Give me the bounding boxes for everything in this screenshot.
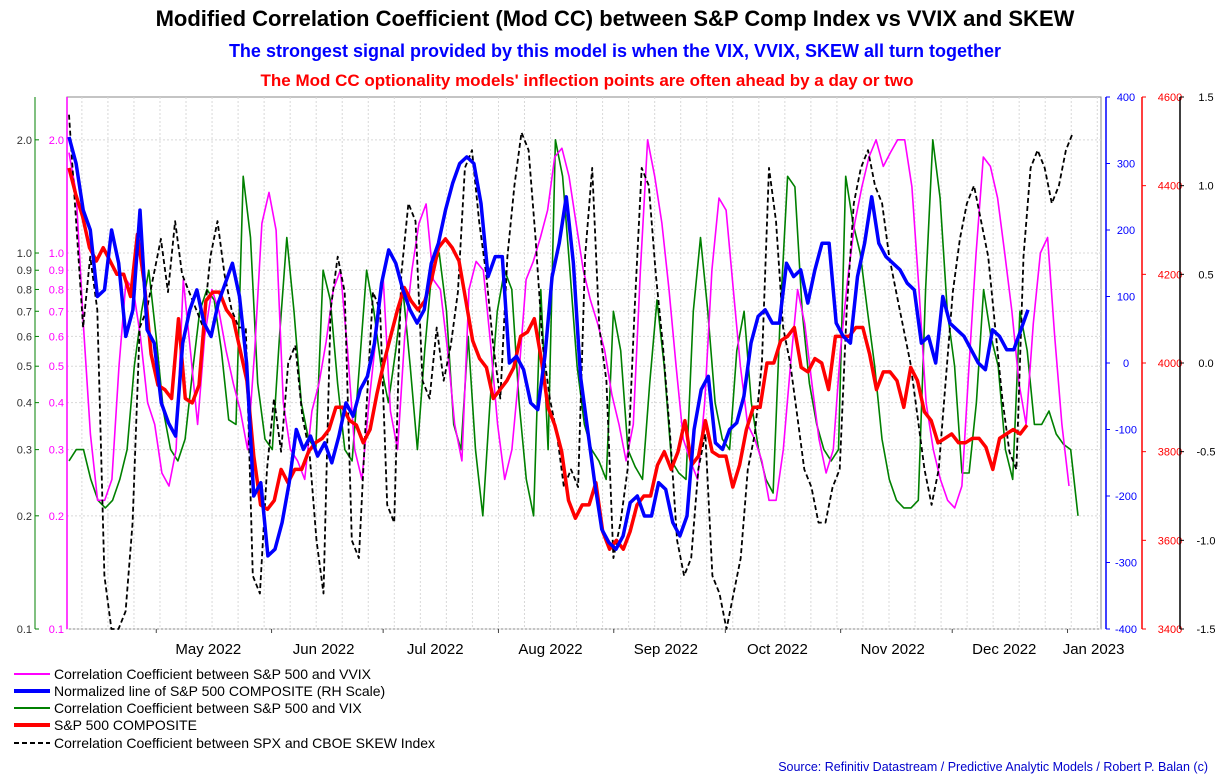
x-tick-label: Jun 2022 <box>293 641 355 658</box>
tick-label-left-green: 0.1 <box>17 624 32 636</box>
tick-label-left-green: 2.0 <box>17 135 32 147</box>
tick-label-left-magenta: 0.6 <box>49 331 64 343</box>
tick-label-left-magenta: 0.3 <box>49 445 64 457</box>
series-normalized-spx <box>67 136 1030 558</box>
x-tick-label: Dec 2022 <box>972 641 1036 658</box>
series-vix-cc <box>68 139 1079 517</box>
tick-label-right-blue: 0 <box>1123 358 1129 370</box>
series-skew-cc <box>68 114 1074 630</box>
tick-label-right-blue: -300 <box>1115 558 1137 570</box>
tick-label-left-green: 0.6 <box>17 331 32 343</box>
chart-title: Modified Correlation Coefficient (Mod CC… <box>156 6 1075 31</box>
tick-label-left-magenta: 0.1 <box>49 624 64 636</box>
tick-label-right-red: 3600 <box>1158 535 1182 547</box>
tick-label-left-green: 0.8 <box>17 284 32 296</box>
legend-label-vvix: Correlation Coefficient between S&P 500 … <box>54 666 372 682</box>
x-tick-label: Nov 2022 <box>861 641 925 658</box>
source-note: Source: Refinitiv Datastream / Predictiv… <box>778 760 1208 774</box>
tick-label-left-magenta: 0.8 <box>49 284 64 296</box>
tick-label-left-green: 1.0 <box>17 248 32 260</box>
tick-label-left-green: 0.5 <box>17 361 32 373</box>
tick-label-right-black: -1.5 <box>1197 624 1216 636</box>
x-tick-label: Jul 2022 <box>407 641 464 658</box>
chart-subtitle-2: The Mod CC optionality models' inflectio… <box>261 71 914 90</box>
tick-label-right-black: 1.5 <box>1198 92 1213 104</box>
tick-label-left-magenta: 1.0 <box>49 248 64 260</box>
tick-label-left-magenta: 0.2 <box>49 511 64 523</box>
plot-area <box>66 96 1102 630</box>
tick-label-right-blue: -200 <box>1115 491 1137 503</box>
legend: Correlation Coefficient between S&P 500 … <box>14 666 435 751</box>
tick-label-right-blue: -100 <box>1115 425 1137 437</box>
chart-subtitle-1: The strongest signal provided by this mo… <box>229 41 1001 61</box>
legend-label-skew: Correlation Coefficient between SPX and … <box>54 735 435 751</box>
tick-label-left-magenta: 0.5 <box>49 361 64 373</box>
legend-label-vix: Correlation Coefficient between S&P 500 … <box>54 700 362 716</box>
tick-label-right-red: 3800 <box>1158 447 1182 459</box>
series-vvix-cc <box>68 139 1070 509</box>
legend-label-normalized: Normalized line of S&P 500 COMPOSITE (RH… <box>54 683 385 699</box>
tick-label-left-magenta: 0.7 <box>49 306 64 318</box>
tick-label-left-magenta: 0.4 <box>49 398 64 410</box>
tick-label-right-blue: 200 <box>1117 225 1135 237</box>
x-tick-label: May 2022 <box>175 641 241 658</box>
x-axis-labels: May 2022 Jun 2022 Jul 2022 Aug 2022 Sep 2022… <box>155 629 1125 658</box>
tick-label-right-red: 4400 <box>1158 181 1182 193</box>
x-tick-label: Oct 2022 <box>747 641 808 658</box>
x-tick-label: Sep 2022 <box>634 641 698 658</box>
tick-label-right-red: 4600 <box>1158 92 1182 104</box>
tick-label-right-blue: 300 <box>1117 159 1135 171</box>
tick-label-left-magenta: 2.0 <box>49 135 64 147</box>
tick-label-left-green: 0.9 <box>17 265 32 277</box>
tick-label-left-magenta: 0.9 <box>49 265 64 277</box>
tick-label-right-black: 0.5 <box>1198 269 1213 281</box>
x-tick-label: Aug 2022 <box>518 641 582 658</box>
tick-label-right-black: -0.5 <box>1197 447 1216 459</box>
x-tick-label: Jan 2023 <box>1063 641 1125 658</box>
tick-label-left-green: 0.2 <box>17 511 32 523</box>
tick-label-left-green: 0.7 <box>17 306 32 318</box>
legend-label-spx: S&P 500 COMPOSITE <box>54 717 197 733</box>
tick-label-left-green: 0.4 <box>17 398 32 410</box>
axes-layer: 0.1 0.2 0.3 0.4 0.5 0.6 0.7 0.8 0.9 1.0 2.0 0.1 0.2 0… <box>17 92 1216 636</box>
tick-label-right-black: -1.0 <box>1197 535 1216 547</box>
tick-label-right-red: 4000 <box>1158 358 1182 370</box>
series-spx <box>67 167 1029 551</box>
series-layer <box>67 114 1079 630</box>
tick-label-right-blue: -400 <box>1115 624 1137 636</box>
tick-label-right-black: 1.0 <box>1198 181 1213 193</box>
tick-label-right-black: 0.0 <box>1198 358 1213 370</box>
tick-label-right-blue: 100 <box>1117 292 1135 304</box>
tick-label-right-red: 3400 <box>1158 624 1182 636</box>
tick-label-left-green: 0.3 <box>17 445 32 457</box>
tick-label-right-blue: 400 <box>1117 92 1135 104</box>
tick-label-right-red: 4200 <box>1158 269 1182 281</box>
